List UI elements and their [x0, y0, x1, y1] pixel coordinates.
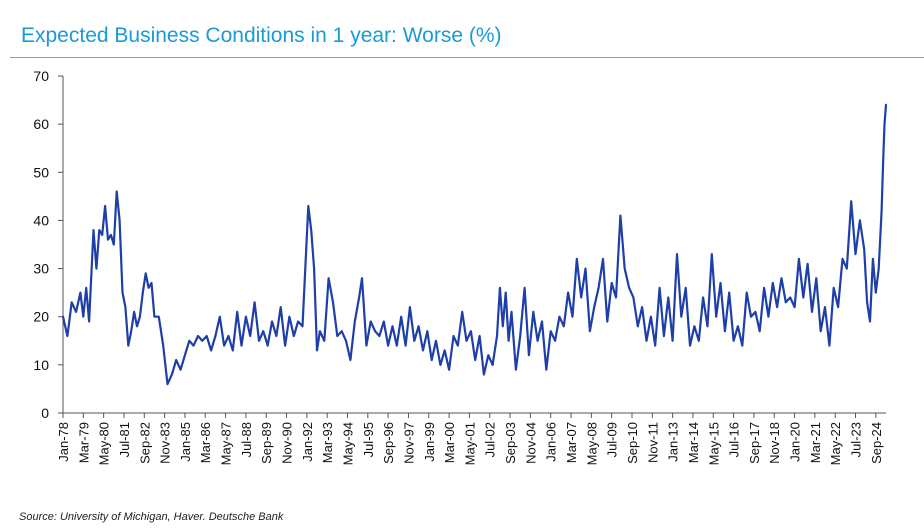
x-tick-label: Jul-02	[483, 422, 498, 457]
x-tick-label: Nov-18	[767, 422, 782, 464]
x-tick-label: May-80	[97, 422, 112, 465]
x-tick-label: Mar-00	[442, 422, 457, 463]
y-tick-label: 10	[33, 357, 49, 373]
x-tick-label: Mar-86	[198, 422, 213, 463]
y-tick-label: 50	[33, 164, 49, 180]
x-tick-label: Jan-13	[666, 422, 681, 462]
x-tick-label: Jan-99	[422, 422, 437, 462]
y-tick-label: 70	[33, 68, 49, 84]
y-tick-label: 0	[41, 405, 49, 421]
x-tick-label: Jan-20	[788, 422, 803, 462]
x-tick-label: Jul-16	[727, 422, 742, 457]
x-tick-label: Nov-04	[523, 422, 538, 464]
x-tick-label: Jul-81	[117, 422, 132, 457]
x-tick-label: Nov-83	[158, 422, 173, 464]
x-tick-label: Sep-82	[137, 422, 152, 464]
x-tick-label: Nov-90	[280, 422, 295, 464]
y-tick-label: 30	[33, 261, 49, 277]
x-tick-label: Sep-10	[625, 422, 640, 464]
x-tick-label: Jul-09	[605, 422, 620, 457]
x-tick-label: Mar-93	[320, 422, 335, 463]
y-tick-label: 40	[33, 212, 49, 228]
x-tick-label: Mar-14	[686, 422, 701, 463]
x-tick-label: Jan-06	[544, 422, 559, 462]
y-axis: 0 10 20 30 40 50 60 70	[33, 68, 64, 421]
x-axis: Jan-78 Mar-79 May-80 Jul-81 Sep-82 Nov-83 Jan-…	[56, 412, 886, 465]
x-tick-label: Mar-07	[564, 422, 579, 463]
x-tick-label: Nov-97	[401, 422, 416, 464]
x-tick-label: May-22	[828, 422, 843, 465]
source-note: Source: University of Michigan, Haver. D…	[19, 511, 284, 523]
x-tick-label: Jan-78	[56, 422, 71, 462]
x-tick-label: Jul-88	[239, 422, 254, 457]
x-tick-label: Nov-11	[645, 422, 660, 463]
x-tick-label: Mar-21	[808, 422, 823, 463]
title-divider	[10, 57, 924, 58]
x-tick-label: Jan-85	[178, 422, 193, 462]
x-tick-label: Jul-95	[361, 422, 376, 457]
x-tick-label: Jan-92	[300, 422, 315, 462]
x-tick-label: Sep-89	[259, 422, 274, 464]
x-tick-label: Sep-96	[381, 422, 396, 464]
x-tick-label: Jul-23	[849, 422, 864, 457]
chart-title: Expected Business Conditions in 1 year: …	[21, 24, 502, 47]
series-line-1	[61, 103, 888, 386]
line-chart: 0 10 20 30 40 50 60 70 Jan-78 Mar-79 May-80 Jul-81…	[33, 68, 888, 465]
x-tick-label: Mar-79	[76, 422, 91, 463]
y-tick-label: 20	[33, 309, 49, 325]
x-tick-label: May-08	[584, 422, 599, 465]
x-tick-label: Sep-03	[503, 422, 518, 464]
x-tick-label: May-94	[340, 422, 355, 465]
x-tick-label: May-15	[706, 422, 721, 465]
x-tick-label: May-87	[219, 422, 234, 465]
x-tick-label: Sep-17	[747, 422, 762, 464]
y-tick-label: 60	[33, 116, 49, 132]
x-tick-label: May-01	[462, 422, 477, 465]
series-group	[61, 103, 888, 386]
x-tick-label: Sep-24	[869, 422, 884, 464]
